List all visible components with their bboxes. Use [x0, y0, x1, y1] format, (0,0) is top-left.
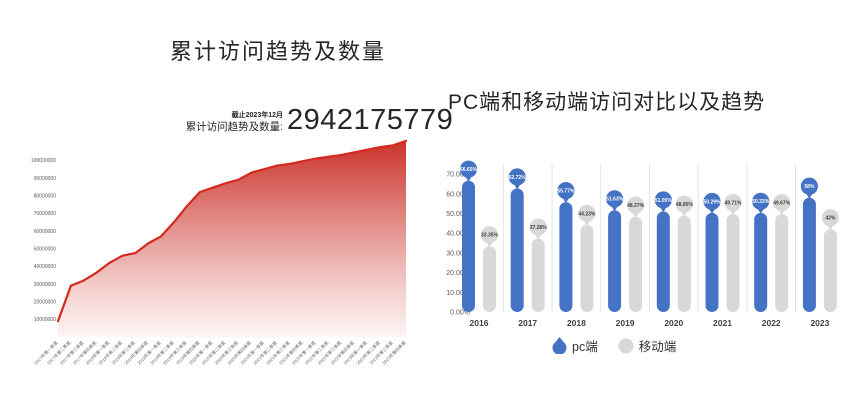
pc-legend-marker-icon: [552, 337, 567, 354]
left-chart-title: 累计访问趋势及数量: [170, 39, 387, 64]
area-line: [56, 139, 408, 323]
year-label: 2016: [470, 318, 489, 328]
pc-bar: [462, 180, 475, 312]
pc-value-label: 62.72%: [509, 175, 527, 181]
mobile-bar: [677, 215, 691, 312]
area-fill: [58, 140, 406, 337]
left-y-tick-label: 50000000: [34, 246, 56, 252]
pc-bar: [510, 188, 524, 312]
left-y-tick-label: 10000000: [34, 317, 56, 323]
pc-value-label: 66.65%: [460, 167, 478, 173]
mobile-balloon: [529, 218, 547, 236]
pc-bar: [705, 212, 719, 312]
pc-bar: [754, 212, 768, 312]
mobile-balloon: [675, 195, 693, 213]
mobile-value-label: 37.28%: [530, 225, 548, 231]
mobile-value-label: 44.23%: [578, 211, 596, 217]
pc-value-label: 58%: [804, 184, 815, 190]
right-y-tick-label: 30.00%: [446, 250, 470, 257]
pc-bar: [656, 211, 670, 312]
mobile-bar: [629, 216, 643, 312]
mobile-value-label: 48.37%: [627, 203, 645, 209]
left-y-tick-label: 70000000: [34, 211, 56, 217]
right-y-tick-label: 50.00%: [446, 211, 470, 218]
mobile-bar: [580, 224, 594, 312]
right-chart-title: PC端和移动端访问对比以及趋势: [448, 91, 766, 114]
left-y-tick-label: 20000000: [34, 299, 56, 305]
mobile-value-label: 42%: [825, 216, 836, 222]
mobile-value-label: 33.35%: [481, 233, 499, 239]
mobile-value-label: 49.71%: [725, 200, 743, 206]
right-y-tick-label: 40.00%: [446, 231, 470, 238]
mobile-bar: [775, 214, 789, 312]
cumulative-area-chart: 100000000 90000000 80000000 70000000 6000000…: [31, 139, 408, 366]
pc-balloon: [606, 190, 624, 208]
legend-item-pc: pc端: [552, 336, 598, 355]
left-y-tick-label: 100000000: [31, 158, 56, 164]
annotation-date: 截止2023年12月: [231, 112, 283, 119]
mobile-bar: [483, 246, 496, 312]
mobile-balloon: [821, 209, 839, 227]
mobile-bar: [823, 229, 837, 312]
year-label: 2018: [567, 318, 586, 328]
right-y-tick-label: 20.00%: [446, 270, 470, 277]
legend-label-pc: pc端: [572, 340, 598, 354]
pc-value-label: 50.29%: [704, 199, 722, 205]
left-y-tick-label: 30000000: [34, 282, 56, 288]
annotation-total-value: 2942175779: [287, 104, 454, 136]
legend-item-mobile: 移动端: [618, 336, 677, 355]
pc-balloon: [508, 168, 526, 186]
right-y-tick-label: 70.00%: [446, 172, 470, 179]
mobile-legend-marker-icon: [618, 338, 634, 354]
left-chart-annotation: 截止2023年12月 累计访问趋势及数量:: [120, 112, 283, 133]
pc-value-label: 51.05%: [655, 198, 673, 204]
pc-balloon: [752, 192, 770, 210]
mobile-value-label: 48.95%: [676, 202, 694, 208]
year-label: 2019: [616, 318, 635, 328]
year-label: 2022: [762, 318, 781, 328]
mobile-balloon: [773, 194, 791, 212]
pc-balloon: [703, 192, 721, 211]
pc-value-label: 55.77%: [557, 189, 575, 195]
pc-bar: [802, 197, 816, 312]
pc-balloon: [800, 177, 818, 195]
left-y-tick-label: 40000000: [34, 264, 56, 270]
right-y-tick-label: 0.00%: [450, 310, 470, 317]
mobile-value-label: 49.67%: [773, 201, 791, 207]
pc-bar: [559, 202, 573, 312]
pc-balloon: [459, 160, 478, 178]
legend: pc端 移动端: [552, 336, 676, 355]
mobile-balloon: [480, 226, 499, 244]
year-label: 2023: [810, 318, 829, 328]
mobile-balloon: [724, 193, 742, 212]
year-label: 2017: [518, 318, 537, 328]
legend-label-mobile: 移动端: [638, 340, 677, 354]
pc-mobile-lollipop-chart: 70.00% 60.00% 50.00% 40.00% 30.00% 20.00% 10.0…: [446, 160, 839, 328]
left-y-tick-label: 90000000: [34, 176, 56, 182]
left-y-tick-label: 60000000: [34, 229, 56, 235]
pc-bar: [608, 210, 622, 312]
pc-value-label: 50.33%: [752, 199, 770, 205]
pc-balloon: [654, 191, 672, 209]
mobile-bar: [726, 214, 740, 312]
pc-balloon: [557, 182, 575, 200]
mobile-balloon: [627, 196, 645, 214]
annotation-label: 累计访问趋势及数量:: [185, 121, 283, 134]
mobile-balloon: [578, 204, 596, 222]
right-y-tick-label: 10.00%: [446, 290, 470, 297]
mobile-bar: [531, 238, 545, 312]
year-label: 2020: [664, 318, 683, 328]
right-y-tick-label: 60.00%: [446, 191, 470, 198]
year-label: 2021: [713, 318, 732, 328]
pc-value-label: 51.63%: [606, 197, 624, 203]
left-y-tick-label: 80000000: [34, 193, 56, 199]
